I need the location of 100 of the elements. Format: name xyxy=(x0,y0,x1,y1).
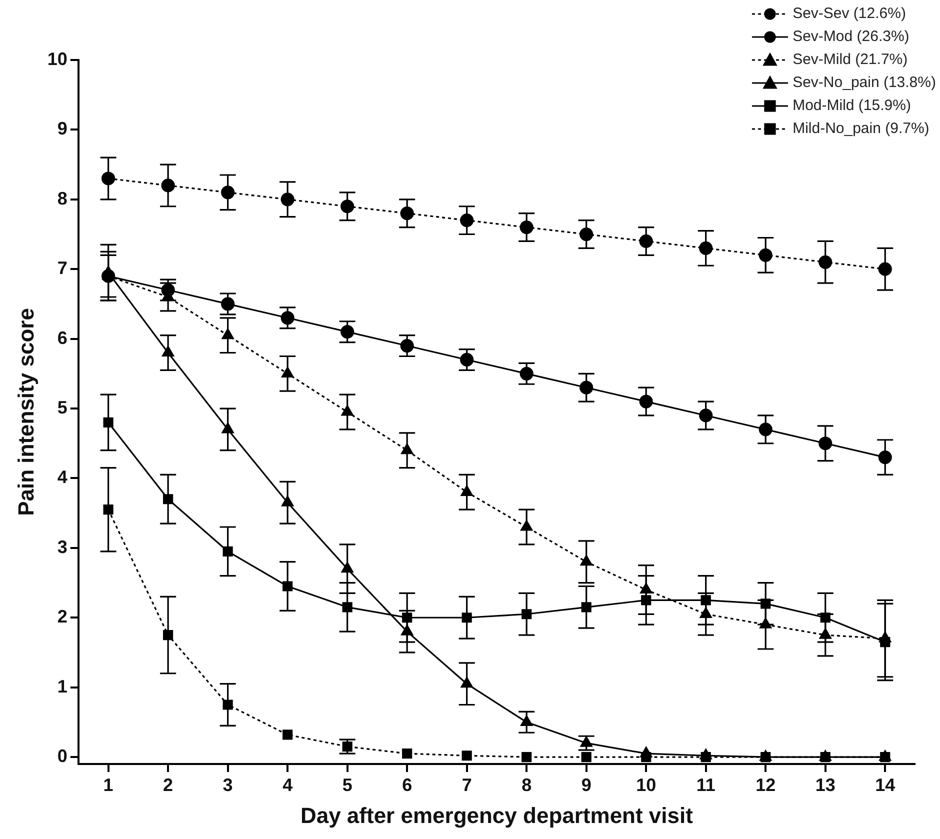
point xyxy=(163,630,174,640)
x-tick-label: 10 xyxy=(636,774,656,795)
point xyxy=(222,546,233,556)
point xyxy=(162,346,174,357)
x-axis-title: Day after emergency department visit xyxy=(300,802,694,828)
y-axis-title: Pain intensity score xyxy=(13,308,38,516)
y-tick-label: 0 xyxy=(57,746,68,766)
y-tick-label: 2 xyxy=(57,606,68,627)
point xyxy=(700,595,711,606)
point xyxy=(758,248,772,262)
x-tick-label: 12 xyxy=(756,774,776,795)
point xyxy=(580,227,594,242)
point xyxy=(103,504,114,515)
point xyxy=(221,297,235,311)
y-tick-label: 4 xyxy=(57,467,68,488)
point xyxy=(460,352,474,367)
y-tick-label: 8 xyxy=(57,188,68,208)
point xyxy=(341,405,354,416)
point xyxy=(460,485,473,496)
x-tick-label: 14 xyxy=(875,774,896,795)
point xyxy=(520,366,534,380)
point xyxy=(282,496,294,506)
point xyxy=(522,752,532,762)
point xyxy=(878,450,892,464)
point xyxy=(880,636,890,648)
y-tick-label: 7 xyxy=(57,258,68,278)
point xyxy=(699,241,713,255)
point xyxy=(699,408,713,422)
y-tick-label: 9 xyxy=(57,118,68,139)
point xyxy=(641,752,652,762)
point xyxy=(580,555,592,566)
x-tick-label: 13 xyxy=(815,774,836,795)
legend-label: Mod-Mild (15.9%) xyxy=(792,96,911,116)
point xyxy=(818,255,832,269)
point xyxy=(520,520,533,531)
point xyxy=(818,436,832,450)
x-tick-label: 6 xyxy=(402,774,412,795)
point xyxy=(402,612,412,623)
point xyxy=(758,422,772,436)
point xyxy=(640,582,652,594)
point xyxy=(641,595,652,606)
y-tick-label: 1 xyxy=(57,676,68,696)
point xyxy=(520,220,534,234)
point xyxy=(222,328,234,340)
point xyxy=(402,748,412,759)
point xyxy=(401,624,414,636)
point xyxy=(700,752,711,762)
point xyxy=(280,311,294,325)
x-tick-label: 7 xyxy=(462,774,472,795)
point xyxy=(221,186,235,200)
point xyxy=(400,338,414,353)
point xyxy=(581,752,592,762)
point xyxy=(819,628,832,639)
point xyxy=(340,200,354,214)
point xyxy=(581,602,592,612)
x-tick-label: 2 xyxy=(163,774,174,795)
x-tick-label: 11 xyxy=(696,774,716,795)
point xyxy=(580,736,592,747)
point xyxy=(400,206,414,220)
point xyxy=(282,581,293,592)
point xyxy=(342,602,352,612)
point xyxy=(282,730,293,740)
point xyxy=(161,178,175,192)
point xyxy=(280,192,294,206)
point xyxy=(880,752,890,762)
legend-label: Sev-Sev (12.6%) xyxy=(792,4,906,24)
point xyxy=(760,752,771,762)
y-tick-label: 3 xyxy=(57,536,68,557)
point xyxy=(222,422,234,434)
y-tick-label: 5 xyxy=(57,397,68,418)
point xyxy=(820,752,830,762)
point xyxy=(522,609,532,620)
point xyxy=(462,612,472,623)
point xyxy=(820,612,830,623)
x-tick-label: 4 xyxy=(282,774,293,795)
y-tick-label: 6 xyxy=(57,328,68,348)
x-tick-label: 5 xyxy=(342,774,352,795)
legend-label: Sev-Mod (26.3%) xyxy=(792,27,910,47)
point xyxy=(282,366,294,378)
point xyxy=(341,562,354,573)
point xyxy=(878,262,892,276)
point xyxy=(639,394,653,408)
x-tick-label: 1 xyxy=(103,774,114,795)
x-tick-label: 8 xyxy=(522,774,532,795)
point xyxy=(102,172,116,186)
point xyxy=(460,214,474,228)
point xyxy=(520,715,533,726)
legend-label: Sev-No_pain (13.8%) xyxy=(792,73,936,93)
point xyxy=(222,700,233,710)
legend-label: Sev-Mild (21.7%) xyxy=(792,50,908,70)
point xyxy=(760,618,772,628)
point xyxy=(103,417,114,428)
point xyxy=(760,598,771,609)
point xyxy=(340,325,354,339)
point xyxy=(639,234,653,248)
point xyxy=(700,607,712,618)
x-tick-label: 9 xyxy=(581,774,592,795)
legend-label: Mild-No_pain (9.7%) xyxy=(792,119,930,139)
point xyxy=(462,750,472,761)
point xyxy=(580,380,594,394)
